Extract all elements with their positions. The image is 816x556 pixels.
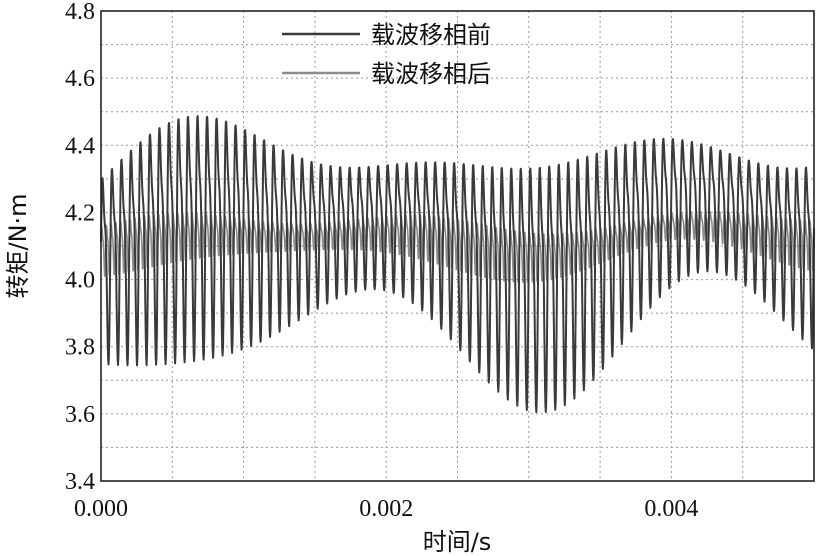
x-tick-labels: 0.000 0.002 0.004 (74, 496, 698, 522)
x-axis-title: 时间/s (423, 528, 492, 556)
y-tick-label: 3.4 (65, 469, 95, 495)
y-tick-label: 4.0 (65, 268, 95, 294)
y-tick-label: 3.8 (65, 335, 95, 361)
x-tick-label: 0.004 (644, 496, 698, 522)
y-tick-labels: 3.4 3.6 3.8 4.0 4.2 4.4 4.6 4.8 (65, 0, 95, 495)
legend: 载波移相前 载波移相后 (282, 21, 491, 88)
series-line-before (100, 115, 815, 414)
series-layer (100, 115, 815, 414)
legend-label-before: 载波移相前 (371, 21, 491, 49)
y-tick-label: 4.8 (65, 0, 95, 25)
x-tick-label: 0.000 (74, 496, 128, 522)
y-tick-label: 4.6 (65, 66, 95, 92)
y-tick-label: 4.2 (65, 200, 95, 226)
legend-label-after: 载波移相后 (371, 60, 491, 88)
y-axis-title: 转矩/N·m (4, 193, 32, 298)
plot-frame (100, 10, 815, 482)
x-tick-label: 0.002 (359, 496, 413, 522)
y-tick-label: 4.4 (65, 133, 95, 159)
y-tick-label: 3.6 (65, 402, 95, 428)
